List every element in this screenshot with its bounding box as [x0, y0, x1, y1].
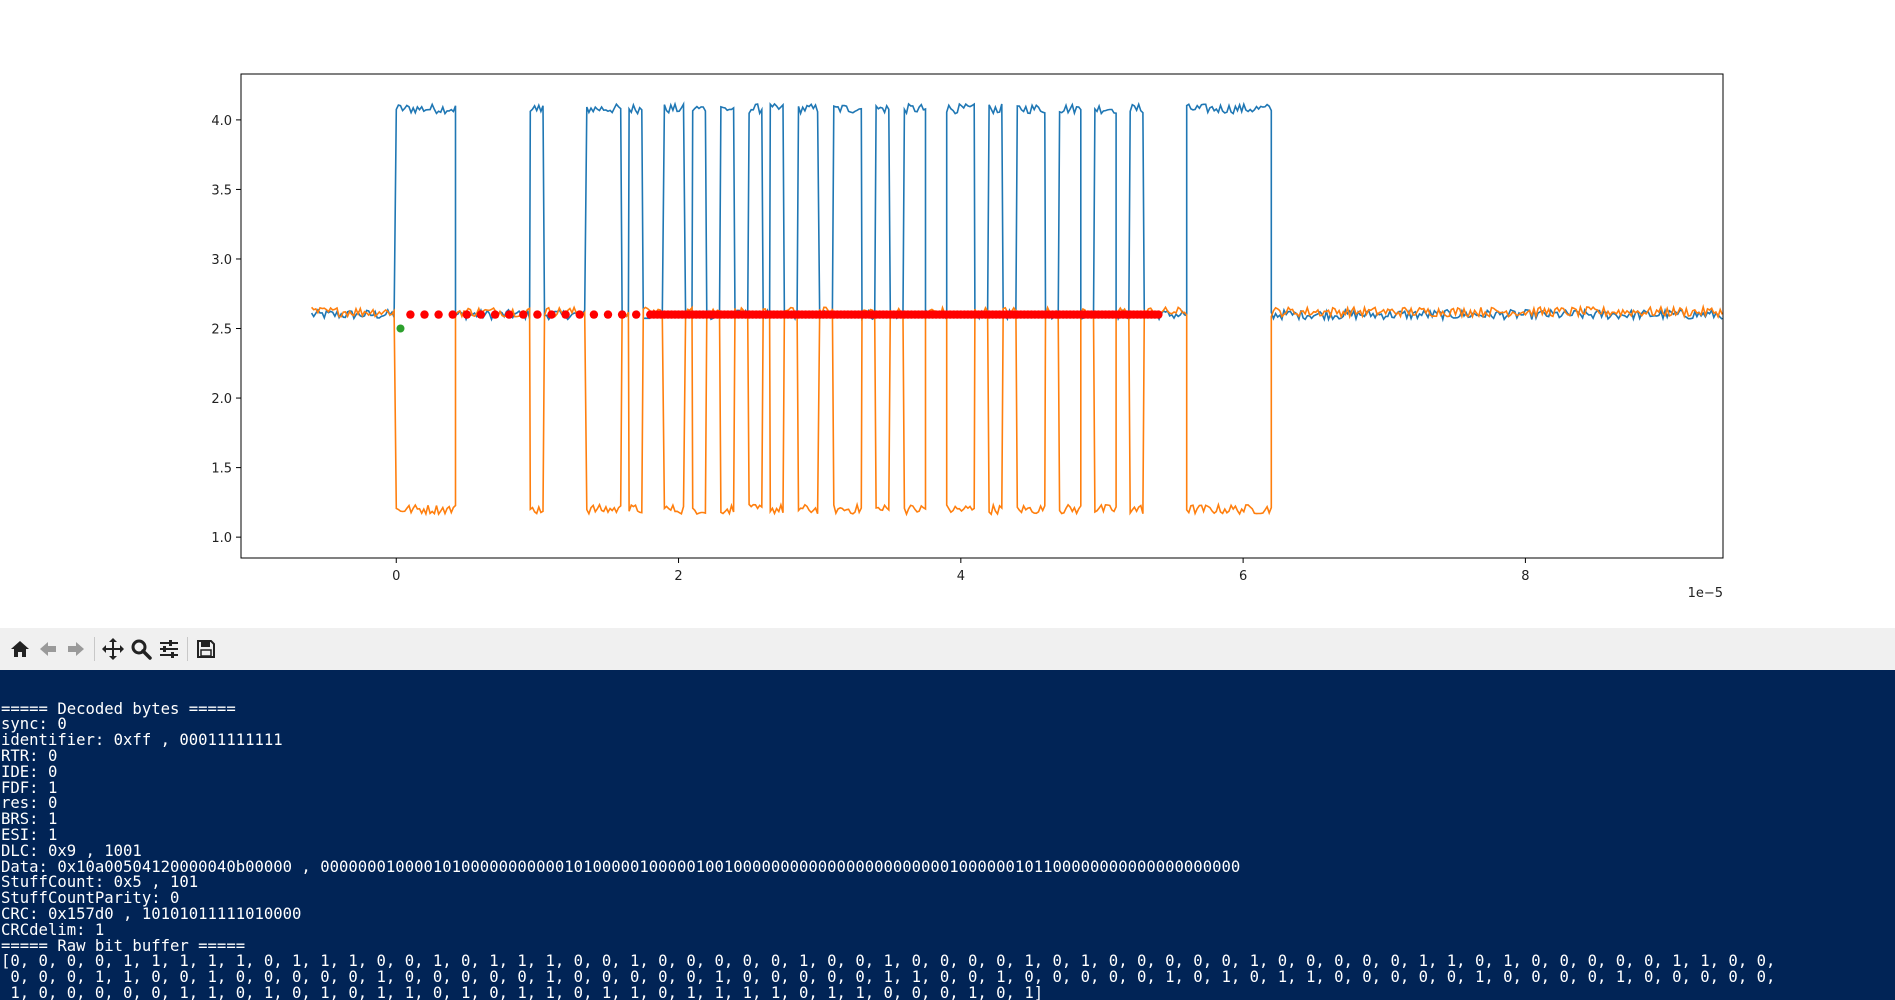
x-tick-label: 0 — [392, 569, 400, 584]
x-tick-label: 8 — [1521, 569, 1529, 584]
sample-point — [617, 310, 627, 319]
sample-point — [476, 310, 486, 319]
x-offset-label: 1e−5 — [1688, 586, 1723, 601]
start-marker — [396, 324, 405, 333]
zoom-button[interactable] — [127, 635, 155, 663]
zoom-icon — [131, 639, 152, 660]
configure-button[interactable] — [155, 635, 183, 663]
sample-point — [448, 310, 457, 319]
console-line: 0, 0, 0, 1, 1, 0, 0, 1, 0, 0, 0, 0, 0, 1… — [1, 968, 1776, 987]
save-icon — [197, 640, 215, 658]
terminal-output[interactable]: ===== Decoded bytes ===== sync: 0 identifi… — [0, 670, 1895, 1000]
console-line: IDE: 0 — [1, 762, 58, 781]
x-axis: 0 2 4 6 8 — [392, 558, 1530, 584]
sample-point — [632, 310, 641, 319]
y-tick-label: 2.0 — [211, 392, 232, 407]
sample-point — [420, 310, 429, 319]
sample-point — [505, 310, 514, 319]
console-line: 1, 0, 0, 0, 0, 0, 1, 1, 0, 1, 0, 1, 0, 1… — [1, 983, 1044, 1000]
sample-point — [434, 310, 443, 319]
sample-point — [490, 310, 500, 319]
chart: 0 2 4 6 8 1.0 1.5 2.0 2.5 3.0 3.5 4.0 1e−5 — [211, 73, 1724, 601]
console-line: BRS: 1 — [1, 810, 58, 829]
toolbar-separator — [187, 637, 188, 661]
forward-icon — [68, 642, 84, 656]
save-button[interactable] — [192, 635, 220, 663]
pan-icon — [102, 638, 124, 660]
back-icon — [40, 642, 56, 656]
y-tick-label: 4.0 — [211, 114, 232, 129]
console-line: ESI: 1 — [1, 825, 58, 844]
home-button[interactable] — [6, 635, 34, 663]
console-line: res: 0 — [1, 794, 58, 813]
sample-point — [547, 310, 556, 319]
console-line: sync: 0 — [1, 715, 67, 734]
sample-point — [589, 310, 599, 319]
sample-points-layer — [396, 310, 1163, 333]
y-tick-label: 2.5 — [211, 323, 232, 338]
console-line: StuffCountParity: 0 — [1, 889, 180, 908]
console-line: RTR: 0 — [1, 746, 58, 765]
forward-button[interactable] — [62, 635, 90, 663]
sample-point — [1154, 310, 1163, 319]
x-tick-label: 4 — [957, 569, 965, 584]
y-tick-label: 3.0 — [211, 253, 232, 268]
y-tick-label: 3.5 — [211, 183, 232, 198]
sample-point — [533, 310, 542, 319]
sample-point — [575, 310, 584, 319]
console-line: identifier: 0xff , 00011111111 — [1, 731, 283, 750]
back-button[interactable] — [34, 635, 62, 663]
pan-button[interactable] — [99, 635, 127, 663]
sample-point — [561, 310, 570, 319]
y-tick-label: 1.5 — [211, 462, 232, 477]
sample-point — [603, 310, 613, 319]
console-line: Data: 0x10a00504120000040b00000 , 000000… — [1, 857, 1241, 876]
console-line: DLC: 0x9 , 1001 — [1, 841, 142, 860]
sample-point — [519, 310, 528, 319]
x-tick-label: 6 — [1239, 569, 1247, 584]
series-layer — [310, 101, 1724, 517]
home-icon — [11, 641, 29, 657]
console-line: FDF: 1 — [1, 778, 58, 797]
plot-frame — [240, 73, 1724, 559]
console-line: ===== Raw bit buffer ===== — [1, 936, 246, 955]
y-axis: 1.0 1.5 2.0 2.5 3.0 3.5 4.0 — [211, 114, 241, 546]
plot-toolbar — [0, 628, 1895, 670]
console-lines: ===== Decoded bytes ===== sync: 0 identifi… — [0, 699, 1895, 1000]
series-line-canh — [310, 101, 1723, 323]
sample-point — [462, 310, 471, 319]
console-line: CRC: 0x157d0 , 10101011111010000 — [1, 904, 302, 923]
sample-point — [406, 310, 415, 319]
series-line-canl — [310, 303, 1724, 517]
y-tick-label: 1.0 — [211, 531, 232, 546]
console-line: [0, 0, 0, 0, 1, 1, 1, 1, 1, 0, 1, 1, 1, … — [1, 952, 1776, 971]
configure-icon — [160, 640, 178, 658]
console-line: ===== Decoded bytes ===== — [1, 699, 236, 718]
console-line: StuffCount: 0x5 , 101 — [1, 873, 199, 892]
console-line: CRCdelim: 1 — [1, 920, 105, 939]
x-tick-label: 2 — [674, 569, 682, 584]
toolbar-separator — [94, 637, 95, 661]
figure-canvas[interactable]: 0 2 4 6 8 1.0 1.5 2.0 2.5 3.0 3.5 4.0 1e−5 — [0, 0, 1895, 628]
